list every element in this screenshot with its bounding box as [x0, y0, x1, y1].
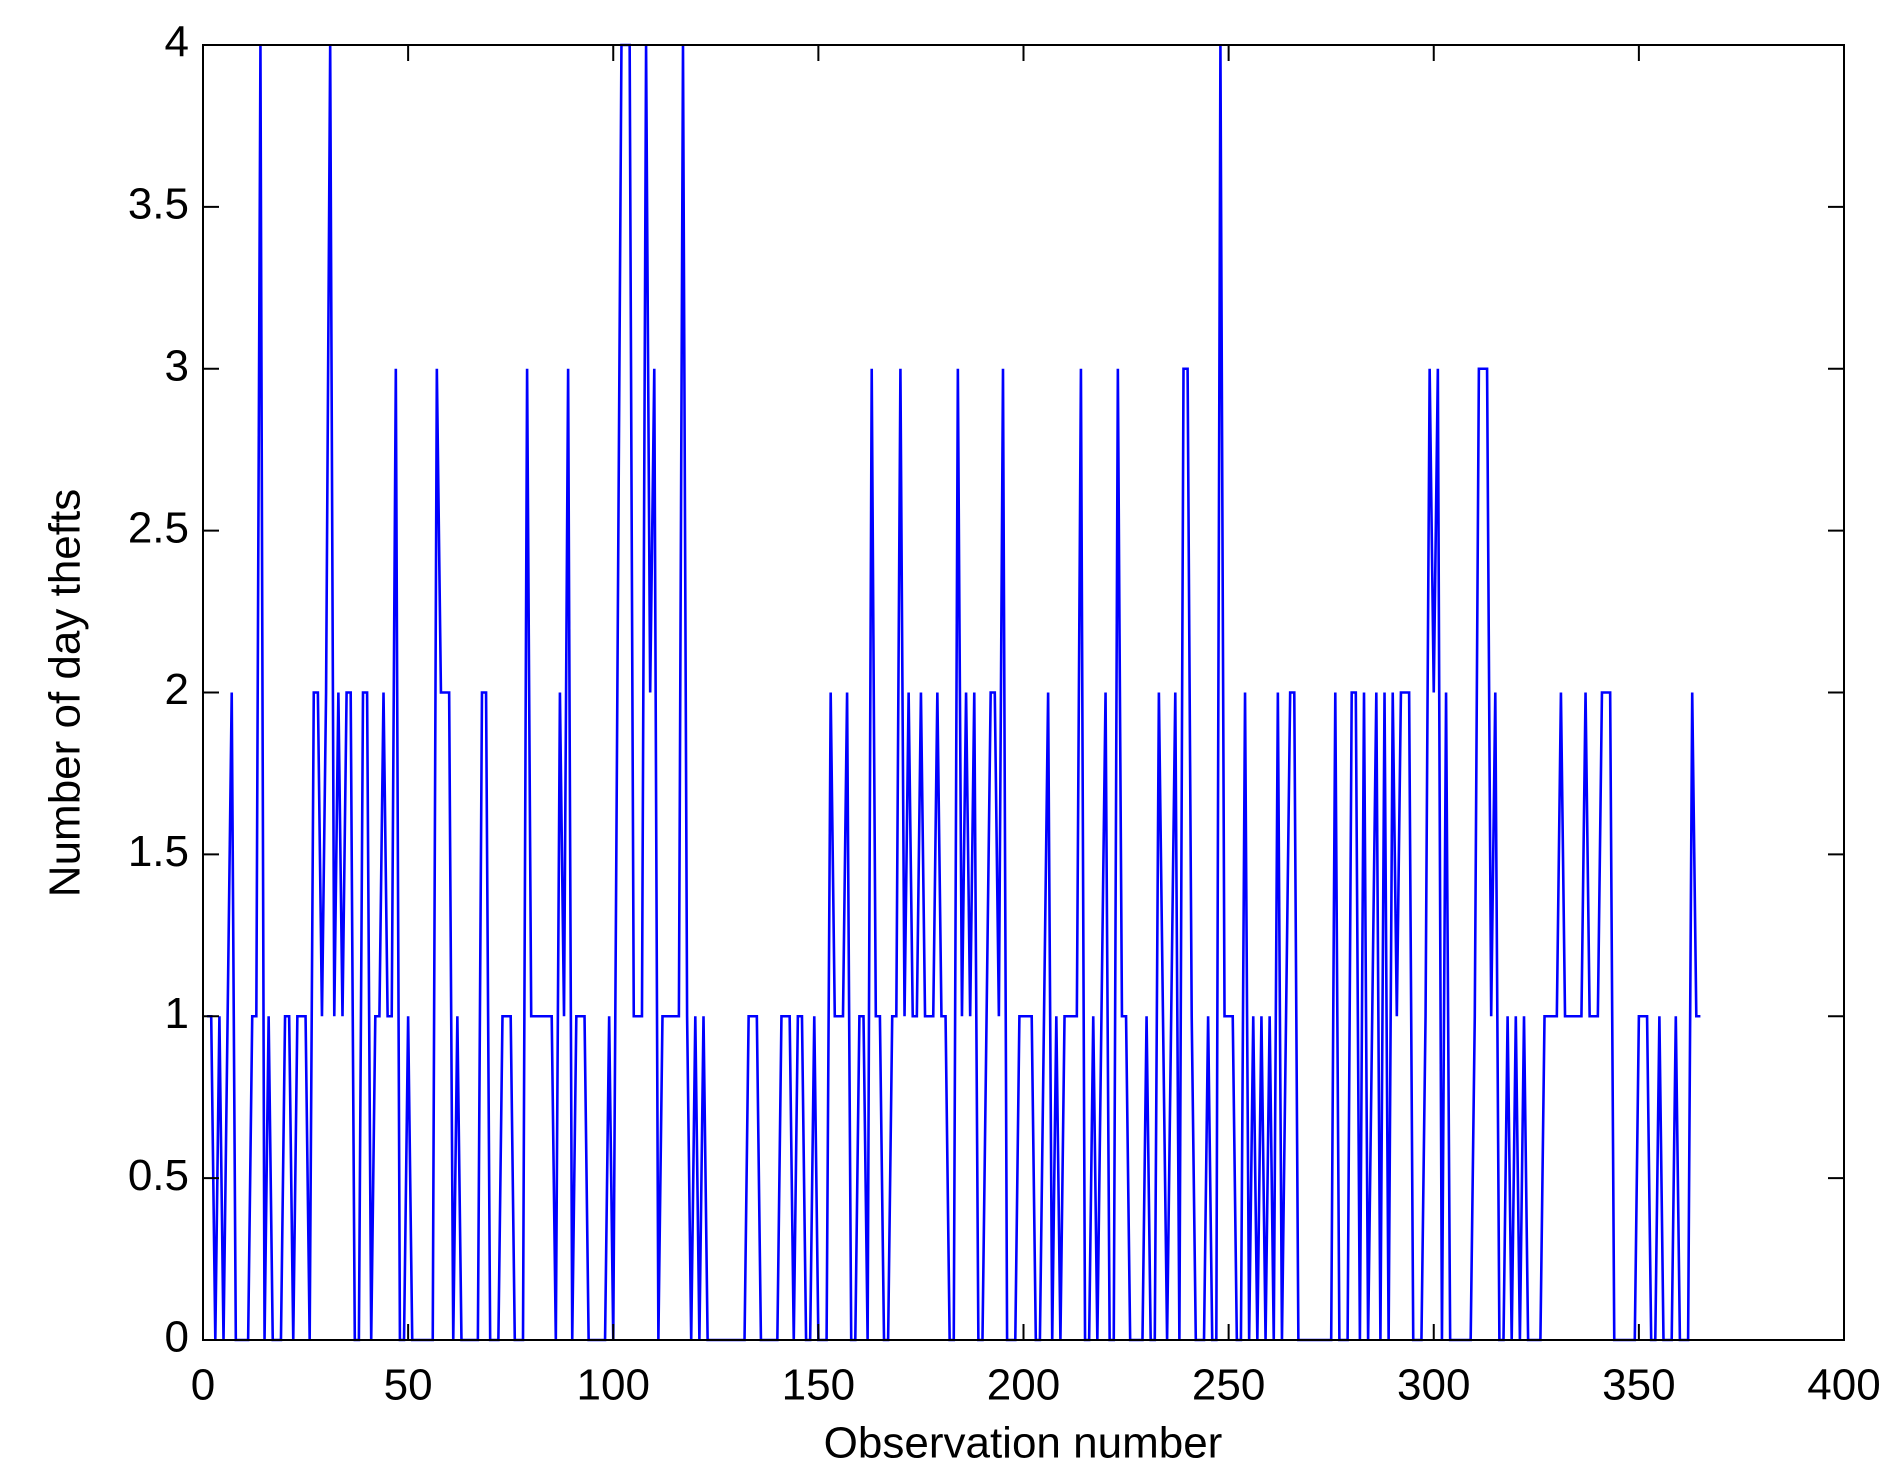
x-tick-label: 100	[577, 1361, 650, 1410]
x-tick-label: 300	[1397, 1361, 1470, 1410]
y-tick-label: 1.5	[128, 827, 189, 876]
y-tick-label: 1	[165, 989, 189, 1038]
y-tick-label: 3.5	[128, 180, 189, 229]
y-tick-label: 0.5	[128, 1151, 189, 1200]
x-tick-label: 200	[987, 1361, 1060, 1410]
x-tick-label: 250	[1192, 1361, 1265, 1410]
y-tick-label: 0	[165, 1313, 189, 1362]
y-tick-label: 2	[165, 665, 189, 714]
plot-frame	[202, 44, 1845, 1341]
x-tick-label: 50	[384, 1361, 433, 1410]
x-tick-label: 400	[1807, 1361, 1880, 1410]
y-axis-label: Number of day thefts	[41, 489, 90, 897]
y-tick-label: 2.5	[128, 503, 189, 552]
y-tick-label: 3	[165, 341, 189, 390]
y-tick-label: 4	[165, 18, 189, 67]
x-tick-label: 150	[782, 1361, 855, 1410]
x-tick-label: 350	[1602, 1361, 1675, 1410]
x-axis-label: Observation number	[824, 1419, 1223, 1468]
x-tick-label: 0	[191, 1361, 215, 1410]
data-line	[207, 43, 1701, 1342]
